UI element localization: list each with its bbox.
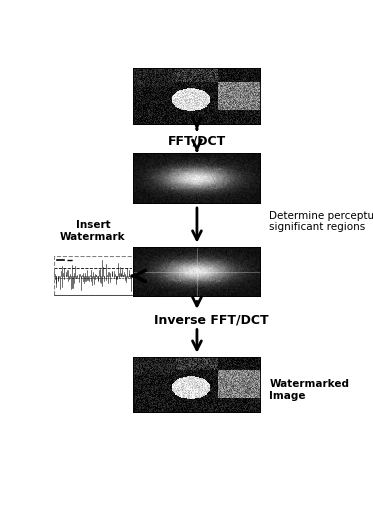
Text: FFT/DCT: FFT/DCT xyxy=(168,134,226,147)
Text: Inverse FFT/DCT: Inverse FFT/DCT xyxy=(154,313,269,326)
Text: Watermarked
Image: Watermarked Image xyxy=(269,378,349,400)
Text: Insert
Watermark: Insert Watermark xyxy=(60,220,126,241)
Text: Determine perceptually
significant regions: Determine perceptually significant regio… xyxy=(269,210,373,232)
